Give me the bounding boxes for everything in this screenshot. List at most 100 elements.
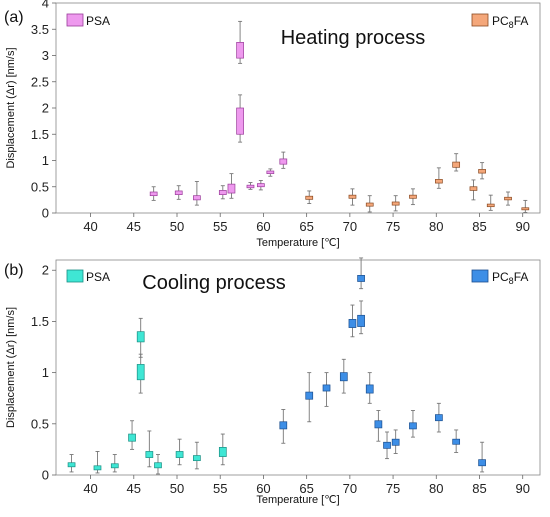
box-psa: [279, 151, 288, 169]
x-tick-label: 85: [472, 219, 486, 234]
y-axis-label: Displacement (Δr) [nm/s]: [5, 47, 17, 168]
box-body: [409, 422, 417, 430]
box-body: [136, 331, 145, 343]
box-pc8fa: [478, 441, 486, 473]
box-pc8fa: [452, 429, 461, 453]
y-tick-label: 1.5: [31, 314, 49, 329]
box-body: [452, 161, 461, 168]
x-tick-label: 90: [515, 481, 529, 496]
legend-label-subscript: 8: [509, 276, 514, 286]
box-body: [478, 459, 486, 467]
y-tick-label: 0.5: [31, 416, 49, 431]
box-pc8fa: [469, 179, 478, 201]
box-pc8fa: [521, 199, 530, 213]
box-psa: [175, 438, 184, 466]
box-body: [435, 179, 443, 184]
panel-label: (b): [4, 262, 24, 279]
legend-label-part: FA: [514, 14, 529, 28]
box-body: [236, 107, 244, 135]
box-body: [357, 275, 365, 282]
box-pc8fa: [357, 257, 365, 290]
x-tick-label: 75: [386, 219, 400, 234]
x-tick-label: 65: [299, 219, 313, 234]
box-body: [128, 433, 136, 442]
x-tick-label: 40: [83, 219, 97, 234]
box-psa: [227, 173, 236, 199]
box-pc8fa: [339, 358, 348, 394]
x-tick-label: 55: [213, 219, 227, 234]
box-body: [521, 207, 530, 211]
x-axis-label: Temperature [℃]: [256, 494, 339, 506]
box-body: [246, 184, 255, 189]
box-pc8fa: [365, 195, 374, 213]
box-pc8fa: [305, 372, 314, 423]
x-tick-label: 45: [127, 481, 141, 496]
box-body: [504, 196, 512, 201]
y-tick-label: 1: [42, 153, 49, 168]
box-pc8fa: [435, 167, 443, 189]
box-psa: [93, 451, 102, 474]
x-tick-label: 85: [472, 481, 486, 496]
box-body: [149, 191, 158, 197]
box-pc8fa: [305, 190, 314, 205]
y-tick-label: 1.5: [31, 127, 49, 142]
box-psa: [67, 454, 76, 473]
x-tick-label: 70: [343, 219, 357, 234]
box-pc8fa: [365, 372, 374, 404]
box-body: [154, 462, 162, 469]
box-psa: [136, 353, 145, 394]
y-tick-label: 3.5: [31, 22, 49, 37]
box-body: [227, 183, 236, 194]
x-tick-label: 50: [170, 481, 184, 496]
box-body: [305, 195, 314, 200]
legend-label: PSA: [86, 270, 110, 284]
plot-frame: [55, 259, 541, 476]
box-body: [136, 364, 145, 381]
legend-label-subscript: 8: [509, 20, 514, 30]
box-body: [452, 438, 461, 445]
box-body: [339, 372, 348, 382]
box-body: [93, 465, 102, 471]
panel-label: (a): [4, 9, 24, 26]
box-body: [193, 455, 201, 462]
box-pc8fa: [409, 410, 417, 438]
box-body: [435, 414, 443, 422]
box-pc8fa: [357, 300, 365, 335]
y-tick-label: 1: [42, 365, 49, 380]
box-body: [110, 463, 119, 469]
legend-label: PSA: [86, 14, 110, 28]
box-pc8fa: [348, 304, 357, 338]
x-tick-label: 70: [343, 481, 357, 496]
legend-label-part: PC: [492, 14, 509, 28]
x-tick-label: 75: [386, 481, 400, 496]
x-tick-label: 60: [256, 219, 270, 234]
box-pc8fa: [374, 410, 383, 442]
box-body: [193, 195, 201, 201]
box-psa: [236, 94, 244, 143]
panel-title: Heating process: [281, 27, 426, 49]
x-axis-label: Temperature [℃]: [256, 237, 339, 249]
box-body: [348, 194, 357, 199]
box-psa: [218, 433, 227, 466]
legend-label-part: FA: [514, 270, 529, 284]
box-body: [357, 314, 365, 327]
x-tick-label: 80: [429, 481, 443, 496]
panel-cooling: 0 0.5 1 1.5 2 40 45 50 55 60 65 70 75 80 85 90 Temperatu…: [4, 257, 541, 506]
box-body: [67, 462, 76, 468]
box-psa: [174, 185, 183, 200]
box-pc8fa: [452, 153, 461, 172]
box-psa: [149, 186, 158, 201]
box-body: [486, 203, 495, 208]
legend-swatch: [66, 269, 84, 283]
x-tick-label: 45: [127, 219, 141, 234]
box-body: [266, 170, 275, 174]
box-pc8fa: [322, 372, 331, 407]
x-tick-label: 80: [429, 219, 443, 234]
box-pc8fa: [391, 195, 400, 212]
legend-label-part: PC: [492, 270, 509, 284]
box-body: [218, 190, 227, 195]
box-body: [409, 194, 417, 199]
box-body: [279, 421, 288, 430]
y-tick-label: 2: [42, 101, 49, 116]
box-body: [218, 447, 227, 457]
